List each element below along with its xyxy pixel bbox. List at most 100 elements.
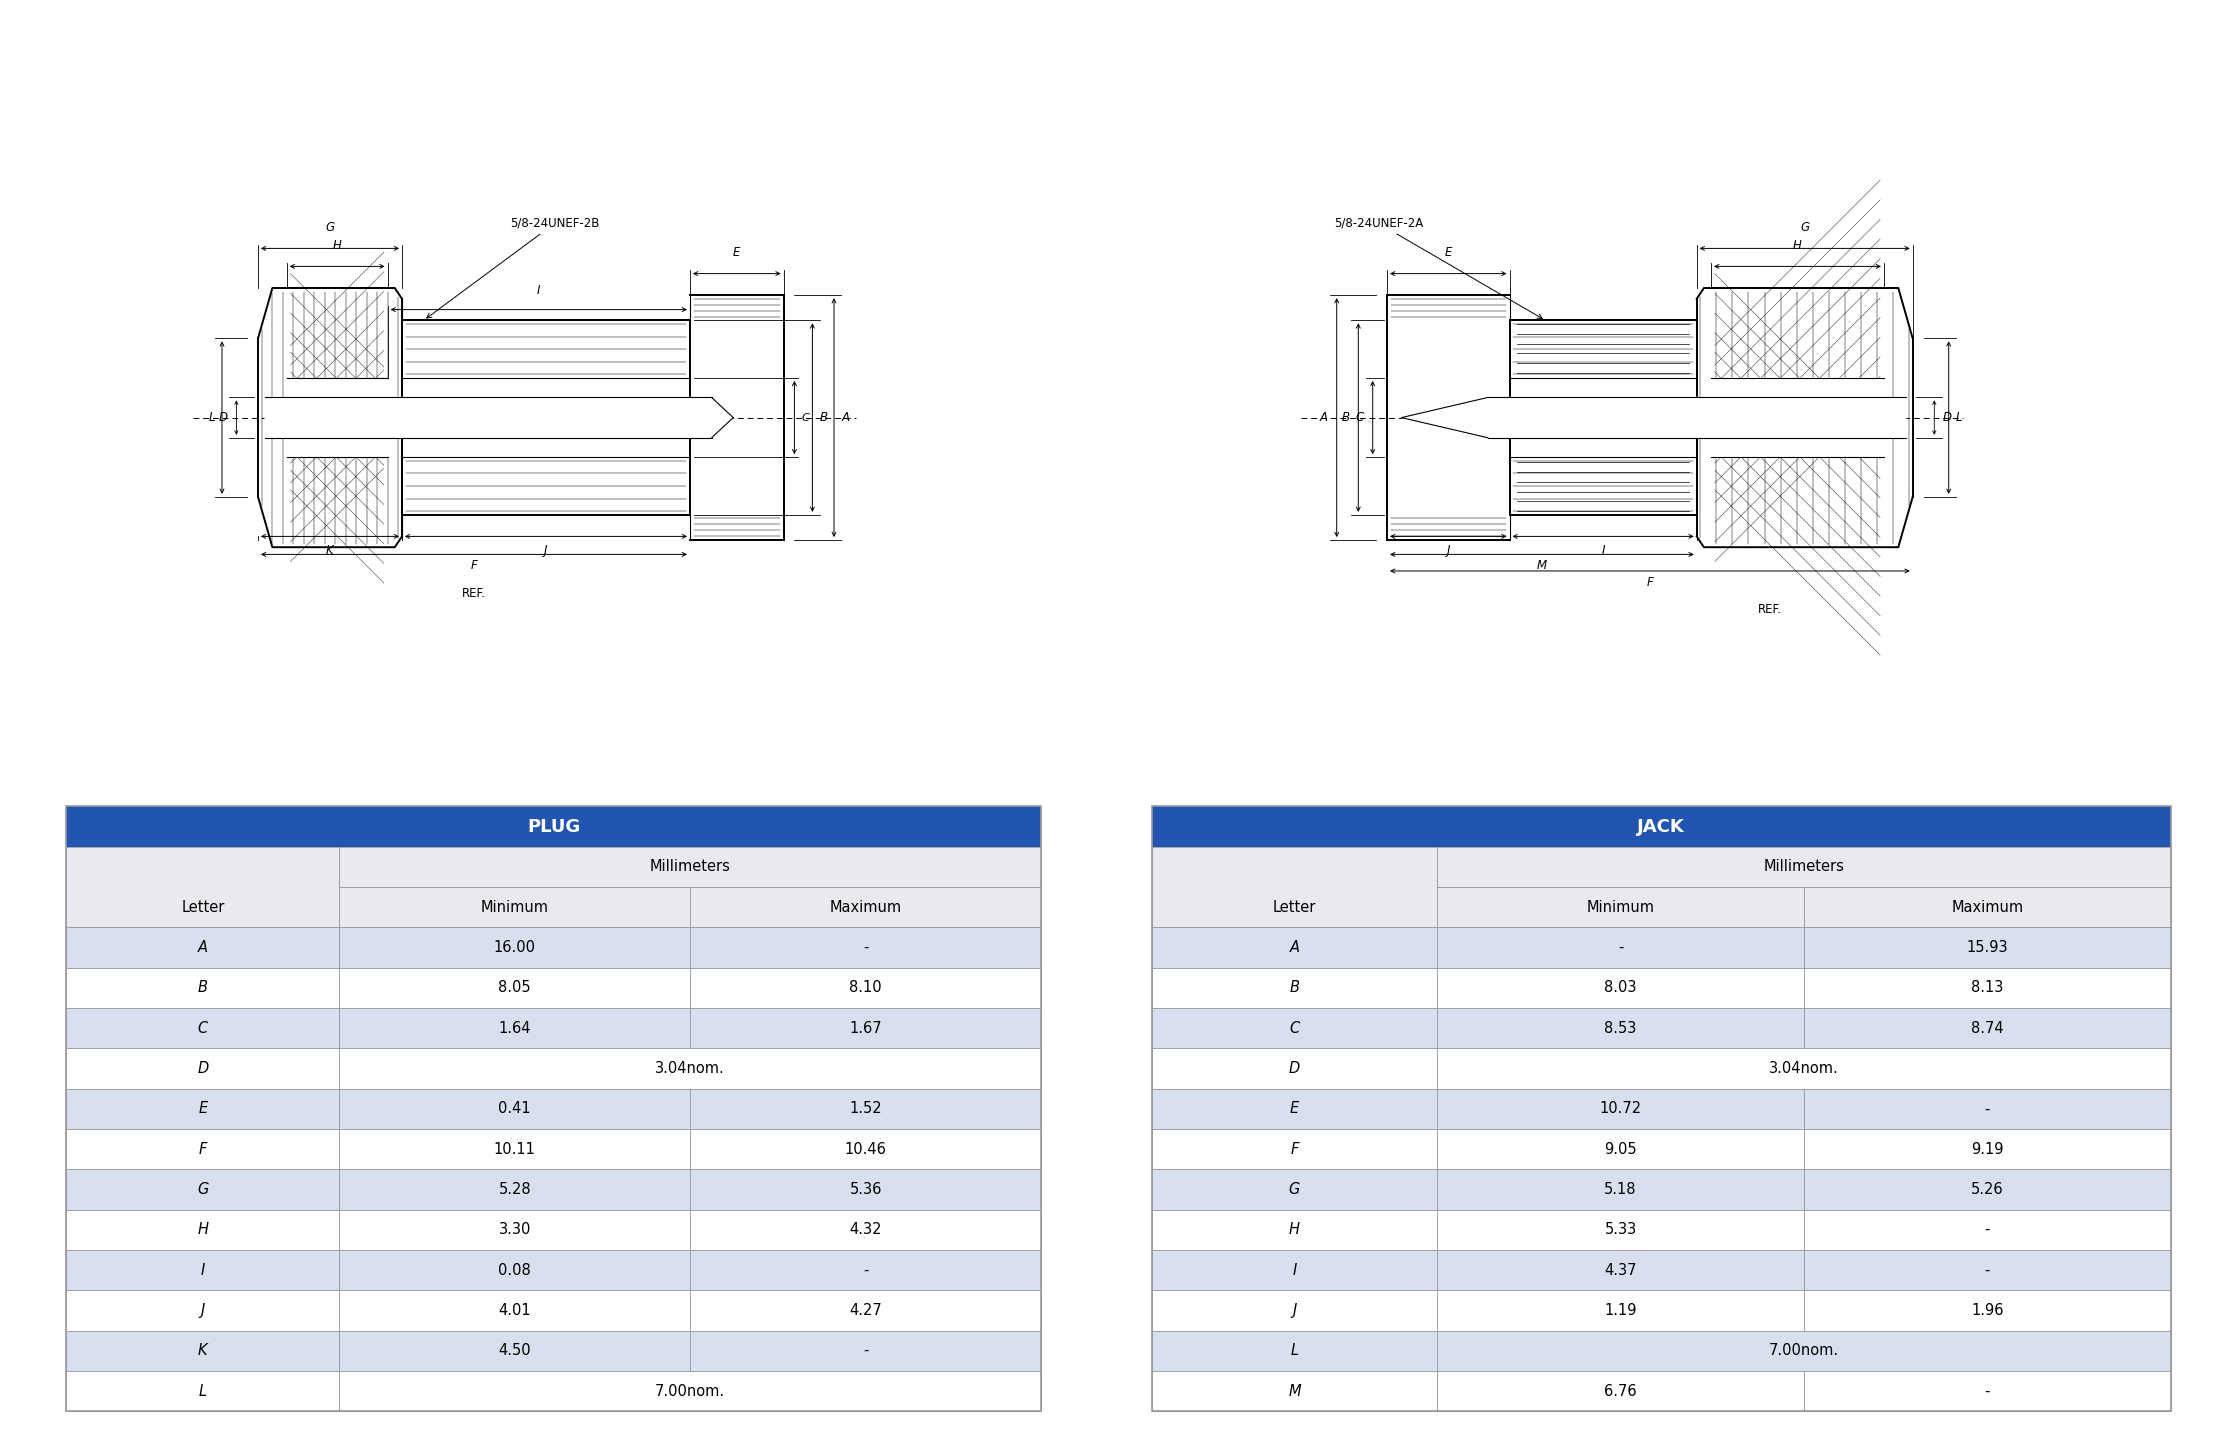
Bar <box>339 1331 691 1371</box>
Bar <box>1803 1169 2171 1210</box>
Bar <box>339 887 691 927</box>
Text: 1.67: 1.67 <box>848 1021 882 1035</box>
Text: J: J <box>1291 1303 1296 1318</box>
Bar <box>1438 1008 1803 1048</box>
Text: 4.01: 4.01 <box>498 1303 532 1318</box>
Text: 3.30: 3.30 <box>498 1223 532 1237</box>
Text: -: - <box>864 1263 868 1277</box>
Text: 4.27: 4.27 <box>848 1303 882 1318</box>
Text: C: C <box>1289 1021 1300 1035</box>
Bar <box>1438 887 1803 927</box>
Bar <box>339 1250 691 1290</box>
Text: J: J <box>545 543 547 557</box>
Text: G: G <box>326 220 334 233</box>
Text: F: F <box>1646 576 1652 589</box>
Bar <box>339 1008 691 1048</box>
Bar <box>339 1129 691 1169</box>
Text: A: A <box>197 940 208 955</box>
Text: -: - <box>1985 1263 1989 1277</box>
Text: F: F <box>470 559 478 573</box>
Text: A: A <box>1320 410 1329 425</box>
Text: 1.52: 1.52 <box>848 1102 882 1116</box>
Text: 10.46: 10.46 <box>844 1142 886 1156</box>
Text: D: D <box>1943 410 1951 425</box>
Bar <box>66 1250 339 1290</box>
Polygon shape <box>286 377 388 458</box>
Bar <box>1438 1331 2171 1371</box>
Text: 5.36: 5.36 <box>848 1182 882 1197</box>
Text: -: - <box>1985 1384 1989 1398</box>
Text: 8.74: 8.74 <box>1971 1021 2005 1035</box>
Text: 10.11: 10.11 <box>494 1142 536 1156</box>
Bar <box>1438 1129 1803 1169</box>
Bar <box>66 1169 339 1210</box>
Bar <box>1803 1129 2171 1169</box>
Text: D: D <box>219 410 228 425</box>
Bar <box>339 1371 1041 1411</box>
Polygon shape <box>1508 321 1697 516</box>
Text: B: B <box>1289 981 1300 995</box>
Text: H: H <box>332 239 341 252</box>
Polygon shape <box>401 321 691 516</box>
Bar <box>66 927 339 968</box>
Text: Maximum: Maximum <box>1951 900 2022 914</box>
Text: F: F <box>1291 1142 1298 1156</box>
Text: 3.04nom.: 3.04nom. <box>656 1061 724 1076</box>
Text: Maximum: Maximum <box>831 900 902 914</box>
Bar <box>691 1210 1041 1250</box>
Text: 5/8-24UNEF-2B: 5/8-24UNEF-2B <box>427 217 600 318</box>
Bar <box>1438 1169 1803 1210</box>
Text: L: L <box>1291 1344 1298 1358</box>
Bar <box>1803 887 2171 927</box>
Bar <box>1803 1008 2171 1048</box>
Text: G: G <box>1289 1182 1300 1197</box>
Bar <box>66 1048 339 1089</box>
Bar <box>339 1048 1041 1089</box>
Text: 8.10: 8.10 <box>848 981 882 995</box>
Text: C: C <box>1356 410 1364 425</box>
Bar <box>66 1129 339 1169</box>
Text: 5.18: 5.18 <box>1604 1182 1637 1197</box>
Text: L: L <box>199 1384 206 1398</box>
Text: 8.05: 8.05 <box>498 981 532 995</box>
Text: 1.96: 1.96 <box>1971 1303 2005 1318</box>
Text: J: J <box>1446 543 1451 557</box>
Bar <box>691 927 1041 968</box>
Text: -: - <box>864 1344 868 1358</box>
Bar <box>1152 847 1438 927</box>
Bar <box>339 1290 691 1331</box>
Bar <box>1152 806 2171 847</box>
Text: Millimeters: Millimeters <box>649 860 731 874</box>
Text: 7.00nom.: 7.00nom. <box>656 1384 724 1398</box>
Text: M: M <box>1289 1384 1300 1398</box>
Bar <box>1152 968 1438 1008</box>
Text: 4.37: 4.37 <box>1604 1263 1637 1277</box>
Bar <box>691 1169 1041 1210</box>
Text: E: E <box>1289 1102 1298 1116</box>
Text: C: C <box>802 413 808 422</box>
Bar <box>691 1331 1041 1371</box>
Bar <box>1438 1048 2171 1089</box>
Text: Minimum: Minimum <box>481 900 549 914</box>
Text: L: L <box>208 410 215 425</box>
Text: H: H <box>1794 239 1803 252</box>
Text: I: I <box>1601 543 1606 557</box>
Text: K: K <box>197 1344 208 1358</box>
Text: 0.08: 0.08 <box>498 1263 532 1277</box>
Text: 16.00: 16.00 <box>494 940 536 955</box>
Bar <box>691 1129 1041 1169</box>
Bar <box>339 1210 691 1250</box>
Text: 9.05: 9.05 <box>1604 1142 1637 1156</box>
Text: 8.13: 8.13 <box>1971 981 2005 995</box>
Text: Millimeters: Millimeters <box>1763 860 1845 874</box>
Text: A: A <box>1289 940 1300 955</box>
Bar <box>1438 1210 1803 1250</box>
Text: D: D <box>1289 1061 1300 1076</box>
Bar <box>66 1290 339 1331</box>
Text: -: - <box>1985 1223 1989 1237</box>
Text: -: - <box>1985 1102 1989 1116</box>
Bar <box>691 1290 1041 1331</box>
Bar <box>691 1089 1041 1129</box>
Text: I: I <box>1291 1263 1296 1277</box>
Bar <box>1438 927 1803 968</box>
